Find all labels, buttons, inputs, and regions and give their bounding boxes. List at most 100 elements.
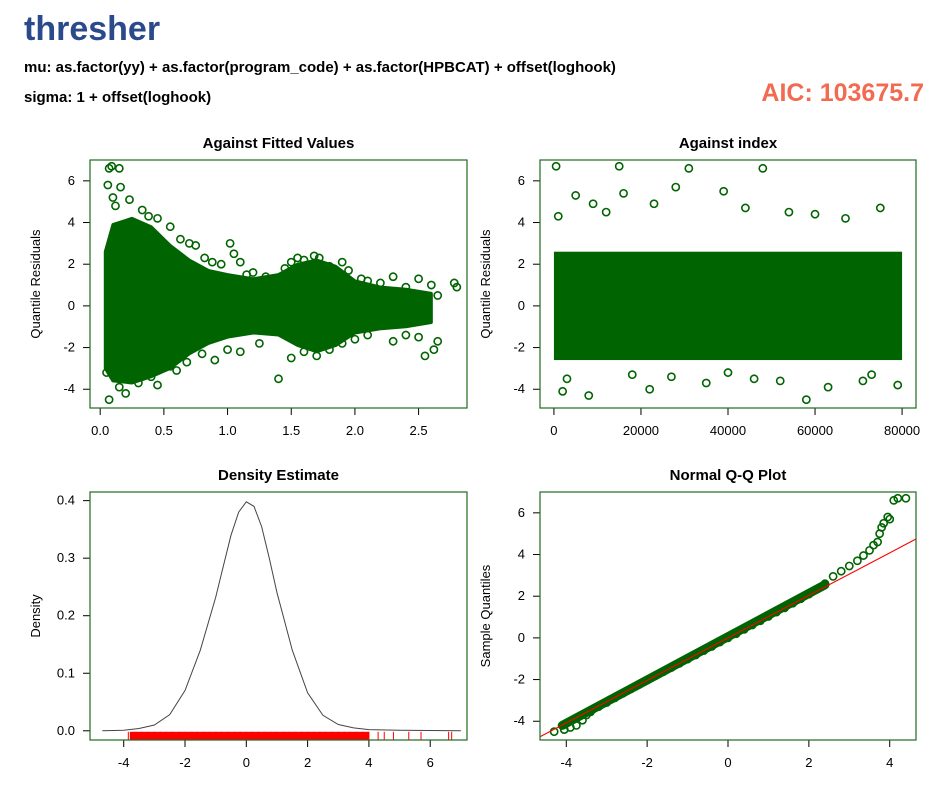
data-point [614, 161, 624, 171]
data-point [388, 336, 398, 346]
data-point [318, 293, 328, 302]
data-point [116, 182, 125, 192]
data-point [414, 274, 424, 284]
data-point [401, 282, 411, 292]
data-point [107, 161, 117, 171]
rug-band [129, 731, 369, 740]
data-point [601, 207, 611, 217]
plot-area [102, 501, 461, 740]
x-tick-label: -2 [179, 755, 191, 770]
y-tick-label: 2 [518, 256, 525, 271]
data-point [225, 238, 235, 248]
data-point [741, 203, 750, 213]
mu-formula: mu: as.factor(yy) + as.factor(program_co… [24, 59, 616, 76]
data-point [885, 514, 895, 524]
y-tick-label: 6 [518, 505, 525, 520]
data-point [683, 654, 692, 664]
y-tick-label: 0.1 [57, 665, 75, 680]
data-point [133, 378, 143, 388]
data-point [877, 523, 887, 532]
data-point [823, 382, 833, 392]
data-point [165, 222, 175, 232]
data-point [337, 257, 347, 267]
y-axis-label: Sample Quantiles [478, 564, 493, 667]
data-point [299, 255, 309, 265]
data-point [747, 620, 757, 630]
data-point [137, 205, 147, 215]
data-point [146, 372, 156, 382]
qq-reference-line [540, 538, 916, 738]
y-tick-label: -2 [513, 672, 525, 687]
data-point [344, 266, 353, 275]
data-point [401, 330, 411, 340]
x-tick-label: 1.0 [219, 423, 237, 438]
x-tick-label: 2.0 [346, 423, 364, 438]
plot-area [102, 161, 462, 405]
data-point [749, 374, 759, 384]
x-tick-label: 1.5 [282, 423, 300, 438]
data-point [828, 572, 838, 581]
plot-panel-2: Against index Quantile Residuals 0 20000 400… [478, 135, 920, 438]
x-tick-label: -2 [641, 755, 653, 770]
data-point [836, 566, 846, 576]
density-curve [102, 501, 461, 732]
data-point [684, 163, 694, 173]
x-tick-label: 0.0 [91, 423, 109, 438]
x-tick-label: 4 [365, 755, 372, 770]
data-point [873, 537, 882, 547]
x-tick-label: -4 [118, 755, 130, 770]
data-point [172, 366, 182, 375]
data-point [350, 299, 360, 309]
data-point [429, 345, 439, 355]
data-point [883, 512, 893, 522]
data-point [111, 201, 120, 211]
data-point [375, 278, 385, 288]
x-tick-label: 20000 [623, 423, 659, 438]
data-point [312, 351, 322, 361]
data-point [784, 207, 794, 217]
data-point [719, 186, 729, 196]
data-point [707, 642, 717, 651]
data-point [121, 389, 131, 398]
data-point [562, 374, 572, 384]
data-point [619, 188, 628, 198]
data-point [274, 374, 283, 384]
data-point [172, 307, 182, 317]
data-point [248, 295, 258, 305]
y-tick-label: 2 [68, 256, 75, 271]
data-point [229, 249, 239, 259]
data-point [286, 353, 296, 363]
data-point [893, 380, 903, 390]
x-tick-label: 2.5 [410, 423, 428, 438]
data-point [350, 334, 360, 344]
plot-frame [89, 491, 468, 741]
y-tick-label: -2 [513, 340, 525, 355]
y-tick-label: -4 [513, 381, 525, 396]
x-tick-label: 2 [304, 755, 311, 770]
y-tick-label: 0.4 [57, 493, 75, 508]
plot-frame [89, 159, 468, 409]
data-point [433, 336, 443, 346]
data-point [780, 603, 790, 613]
data-point [875, 203, 885, 213]
y-tick-label: 6 [518, 173, 525, 188]
y-tick-label: 4 [518, 215, 525, 230]
data-point [165, 361, 175, 371]
data-point [207, 257, 217, 267]
data-point [755, 616, 765, 626]
aic-value: AIC: 103675.7 [761, 79, 924, 107]
data-point [133, 291, 143, 300]
plot-title: Normal Q-Q Plot [670, 467, 787, 484]
data-point [197, 349, 207, 359]
data-point [901, 493, 911, 503]
y-tick-label: 0.0 [57, 723, 75, 738]
data-point [642, 675, 652, 685]
data-point [452, 282, 462, 292]
data-point [146, 311, 156, 321]
data-point [859, 551, 868, 560]
data-point [235, 347, 245, 357]
data-point [594, 702, 604, 712]
data-point [286, 257, 296, 267]
data-point [363, 276, 373, 286]
data-point [325, 345, 334, 355]
